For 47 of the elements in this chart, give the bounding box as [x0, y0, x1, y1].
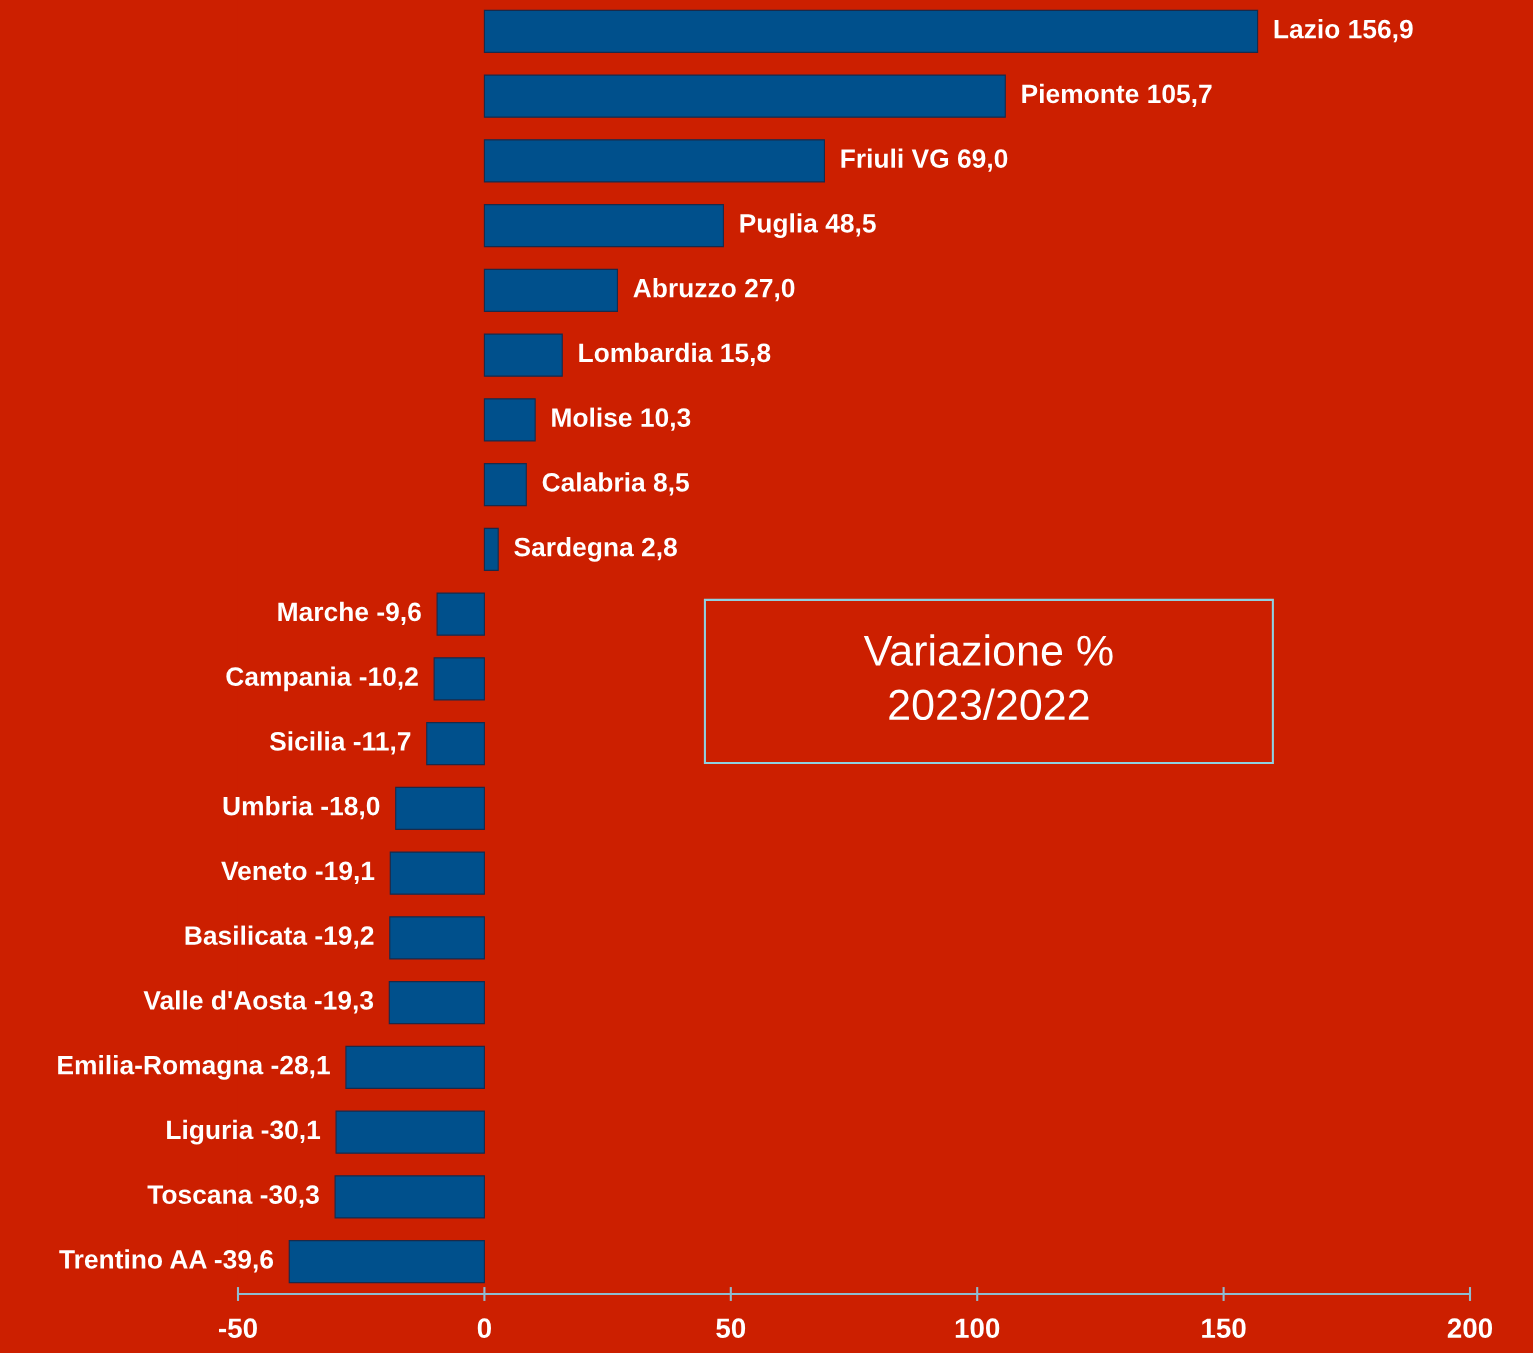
- y-tick-label: Sicilia -11,7: [269, 731, 411, 755]
- bar: [436, 592, 485, 636]
- x-tick-label: 200: [1447, 1318, 1493, 1339]
- bar: [389, 916, 485, 960]
- y-tick-label: Marche -9,6: [278, 601, 421, 626]
- bar: [389, 851, 485, 895]
- x-tick-label: 150: [1202, 1318, 1246, 1339]
- x-tick-label: 100: [955, 1318, 1000, 1339]
- y-tick-label: Sardegna 2,8: [514, 537, 677, 562]
- y-tick-label: Trentino AA -39,6: [59, 1249, 274, 1273]
- y-tick-label: Lazio 156,9: [1274, 19, 1413, 43]
- y-tick-label: Calabria 8,5: [542, 472, 689, 496]
- bar: [335, 1110, 485, 1154]
- y-tick-label: Puglia 48,5: [740, 213, 876, 238]
- x-tick-label: 50: [716, 1318, 746, 1339]
- bar: [483, 463, 527, 507]
- y-tick-label: Campania -10,2: [226, 666, 418, 692]
- bar: [483, 204, 724, 248]
- bar: [483, 268, 619, 312]
- bar: [334, 1175, 485, 1219]
- bar: [483, 333, 563, 377]
- y-tick-label: Basilicata -19,2: [185, 925, 374, 949]
- bar: [483, 9, 1259, 53]
- y-tick-label: Lombardia 15,8: [579, 342, 771, 367]
- bar: [288, 1240, 485, 1284]
- y-tick-label: Abruzzo 27,0: [633, 278, 795, 302]
- y-tick-label: Umbria -18,0: [223, 796, 380, 820]
- y-tick-label: Liguria -30,1: [167, 1119, 321, 1145]
- y-tick-label: Toscana -30,3: [147, 1185, 319, 1208]
- y-tick-label: Valle d'Aosta -19,3: [143, 990, 374, 1014]
- y-tick-label: Friuli VG 69,0: [841, 148, 1008, 172]
- x-tick-label: -50: [219, 1318, 257, 1339]
- bar: [426, 722, 485, 766]
- bar: [483, 139, 825, 183]
- y-tick-label: Piemonte 105,7: [1022, 83, 1212, 108]
- bar: [433, 657, 485, 701]
- y-tick-label: Emilia-Romagna -28,1: [58, 1055, 330, 1080]
- y-tick-label: Veneto -19,1: [221, 861, 375, 885]
- y-tick-label: Molise 10,3: [552, 407, 691, 431]
- x-tick-label: 0: [477, 1318, 491, 1339]
- bar: [345, 1045, 485, 1089]
- bar: [483, 74, 1006, 118]
- bar: [483, 398, 536, 442]
- bar: [388, 981, 485, 1025]
- bar: [395, 786, 485, 830]
- bar: [483, 527, 499, 571]
- annotation: Variazione % 2023/2022: [863, 634, 1113, 721]
